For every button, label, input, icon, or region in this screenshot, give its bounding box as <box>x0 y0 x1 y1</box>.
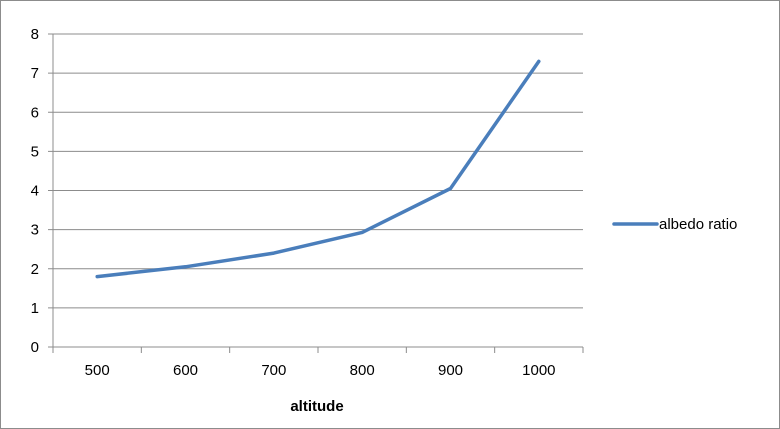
x-axis-title: altitude <box>290 398 343 415</box>
x-tick-labels: 500 600 700 800 900 1000 <box>85 362 556 379</box>
y-tick-label-0: 0 <box>31 339 39 356</box>
x-tick-label-600: 600 <box>173 362 198 379</box>
series-line-albedo-ratio <box>95 59 541 279</box>
data-point-800 <box>360 230 364 234</box>
y-tick-label-7: 7 <box>31 65 39 82</box>
data-point-900 <box>449 187 452 191</box>
legend-label-albedo-ratio: albedo ratio <box>659 216 737 233</box>
legend: albedo ratio <box>612 216 737 233</box>
y-tick-label-8: 8 <box>31 26 39 43</box>
x-tick-label-1000: 1000 <box>522 362 555 379</box>
y-tick-label-6: 6 <box>31 104 39 121</box>
y-tick-label-1: 1 <box>31 300 39 317</box>
x-tick-label-900: 900 <box>438 362 463 379</box>
gridlines <box>53 33 583 309</box>
x-tick-label-700: 700 <box>261 362 286 379</box>
y-tick-label-4: 4 <box>31 183 39 200</box>
y-tick-label-3: 3 <box>31 222 39 239</box>
data-point-700 <box>272 251 276 255</box>
y-tick-labels: 0 1 2 3 4 5 6 7 8 <box>31 26 39 356</box>
y-tick-label-2: 2 <box>31 261 39 278</box>
x-tick-label-500: 500 <box>85 362 110 379</box>
axes <box>48 33 584 353</box>
x-tick-label-800: 800 <box>350 362 375 379</box>
data-point-500 <box>95 275 99 279</box>
data-point-600 <box>184 265 187 269</box>
data-point-1000 <box>537 59 541 63</box>
series-lines <box>95 59 541 279</box>
y-tick-label-5: 5 <box>31 143 39 160</box>
